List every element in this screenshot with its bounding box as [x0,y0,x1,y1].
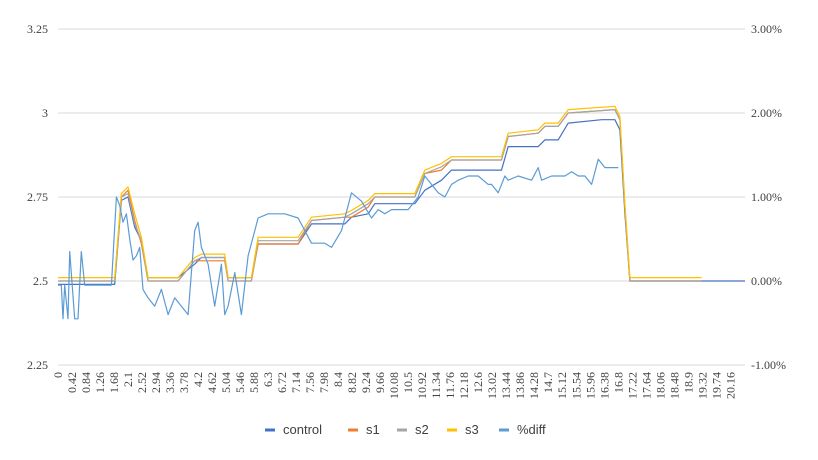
x-tick-label: 4.62 [205,372,219,393]
right-tick-label: -1.00% [751,358,786,372]
x-tick-label: 16.8 [611,372,625,393]
x-tick-label: 14.7 [541,372,555,393]
left-tick-label: 3 [42,106,48,120]
x-tick-label: 15.54 [569,372,583,399]
x-tick-label: 5.04 [219,372,233,393]
x-tick-label: 1.68 [107,372,121,393]
x-tick-label: 15.12 [555,372,569,399]
x-tick-label: 10.08 [387,372,401,399]
x-tick-label: 0.42 [65,372,79,393]
x-tick-label: 7.56 [303,372,317,393]
series-line-control [58,119,745,285]
x-tick-label: 4.2 [191,372,205,387]
series-line-s3 [58,105,702,279]
x-axis-ticks: 0 0.42 0.84 1.26 1.68 2.1 2.52 2.94 3.36 3.78 4.2 4… [51,372,737,399]
x-tick-label: 10.92 [415,372,429,399]
x-tick-label: 9.66 [373,372,387,393]
x-tick-label: 2.52 [135,372,149,393]
x-tick-label: 6.3 [261,372,275,387]
left-tick-label: 2.75 [27,190,48,204]
x-tick-label: 17.22 [625,372,639,399]
x-tick-label: 19.32 [695,372,709,399]
series-line-s1 [58,108,702,282]
left-axis-ticks: 2.25 2.5 2.75 3 3.25 [27,22,48,372]
right-tick-label: 0.00% [751,274,782,288]
x-tick-label: 5.88 [247,372,261,393]
x-tick-label: 2.94 [149,372,163,393]
x-tick-label: 8.4 [331,372,345,387]
x-tick-label: 7.98 [317,372,331,393]
x-tick-label: 13.02 [485,372,499,399]
x-tick-label: 11.34 [429,372,443,399]
series-line-s2 [58,108,702,282]
legend-label: s3 [465,422,479,437]
x-tick-label: 2.1 [121,372,135,387]
x-tick-label: 18.48 [667,372,681,399]
legend: control s1 s2 s3 %diff [265,422,546,437]
x-tick-label: 0 [51,372,65,378]
right-tick-label: 3.00% [751,22,782,36]
x-tick-label: 13.86 [513,372,527,399]
x-tick-label: 17.64 [639,372,653,399]
x-tick-label: 18.06 [653,372,667,399]
legend-label: control [283,422,322,437]
x-tick-label: 7.14 [289,372,303,393]
legend-label: %diff [517,422,546,437]
x-tick-label: 19.74 [709,372,723,399]
x-tick-label: 20.16 [723,372,737,399]
series-lines [58,105,745,320]
x-tick-label: 5.46 [233,372,247,393]
left-tick-label: 3.25 [27,22,48,36]
x-tick-label: 11.76 [443,372,457,399]
x-tick-label: 3.36 [163,372,177,393]
x-tick-label: 6.72 [275,372,289,393]
left-tick-label: 2.5 [33,274,48,288]
left-tick-label: 2.25 [27,358,48,372]
x-tick-label: 10.5 [401,372,415,393]
x-tick-label: 1.26 [93,372,107,393]
x-tick-label: 14.28 [527,372,541,399]
right-tick-label: 1.00% [751,190,782,204]
x-tick-label: 16.38 [597,372,611,399]
x-tick-label: 3.78 [177,372,191,393]
legend-label: s1 [366,422,380,437]
series-line-diff [58,158,619,320]
x-tick-label: 18.9 [681,372,695,393]
x-tick-label: 0.84 [79,372,93,393]
x-tick-label: 15.96 [583,372,597,399]
x-tick-label: 9.24 [359,372,373,393]
legend-label: s2 [415,422,429,437]
x-tick-label: 12.6 [471,372,485,393]
x-tick-label: 12.18 [457,372,471,399]
right-tick-label: 2.00% [751,106,782,120]
right-axis-ticks: -1.00% 0.00% 1.00% 2.00% 3.00% [751,22,786,372]
x-tick-label: 13.44 [499,372,513,399]
x-tick-label: 8.82 [345,372,359,393]
